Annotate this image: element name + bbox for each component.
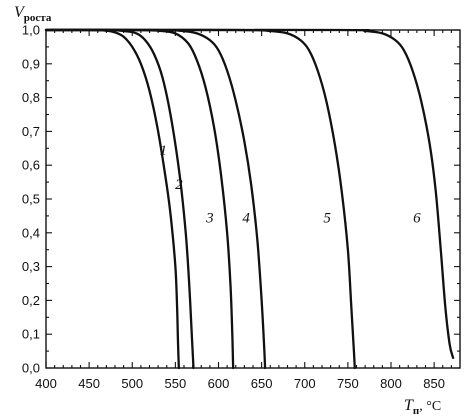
x-axis-title-unit: , °C: [419, 399, 441, 414]
curve-3: [44, 28, 235, 370]
series-curves: [44, 28, 455, 370]
y-tick-label: 0,1: [22, 327, 40, 342]
y-axis-title-main: V: [14, 4, 26, 21]
x-tick-label: 800: [380, 376, 402, 391]
curve-6: [44, 28, 455, 360]
x-tick-labels: 400 450 500 550 600 650 700 750 800 850: [35, 376, 445, 391]
y-axis-title-sub: роста: [24, 12, 52, 24]
y-tick-label: 0,3: [22, 259, 40, 274]
curve-label-5: 5: [323, 211, 331, 227]
curve-1: [44, 28, 180, 370]
y-tick-label: 0,6: [22, 158, 40, 173]
x-tick-label: 650: [251, 376, 273, 391]
curve-label-6: 6: [413, 211, 421, 227]
y-tick-label: 0,8: [22, 90, 40, 105]
y-tick-label: 0,7: [22, 124, 40, 139]
y-tick-label: 1,0: [22, 23, 40, 38]
y-tick-label: 0,4: [22, 225, 40, 240]
curve-2: [44, 28, 195, 370]
x-tick-label: 850: [423, 376, 445, 391]
curve-label-4: 4: [242, 211, 250, 227]
y-tick-labels: 0,0 0,1 0,2 0,3 0,4 0,5 0,6 0,7 0,8 0,9 1,0: [22, 23, 40, 376]
x-tick-label: 400: [35, 376, 57, 391]
x-axis-title-main: T: [404, 397, 414, 414]
x-axis-title: Tп, °C: [404, 397, 441, 417]
curve-5: [44, 28, 356, 370]
x-tick-label: 550: [165, 376, 187, 391]
curve-label-3: 3: [205, 211, 214, 227]
y-axis-title: Vроста: [14, 4, 52, 24]
x-tick-label: 750: [337, 376, 359, 391]
y-tick-label: 0,5: [22, 192, 40, 207]
x-tick-label: 500: [121, 376, 143, 391]
series-labels: 1 2 3 4 5 6: [160, 143, 422, 227]
y-tick-label: 0,0: [22, 361, 40, 376]
x-tick-label: 450: [78, 376, 100, 391]
curve-label-1: 1: [160, 143, 168, 159]
x-axis-title-sub: п: [413, 405, 420, 417]
x-tick-label: 600: [208, 376, 230, 391]
x-tick-label: 700: [294, 376, 316, 391]
y-tick-label: 0,2: [22, 293, 40, 308]
curve-label-2: 2: [175, 177, 183, 193]
y-tick-label: 0,9: [22, 56, 40, 71]
